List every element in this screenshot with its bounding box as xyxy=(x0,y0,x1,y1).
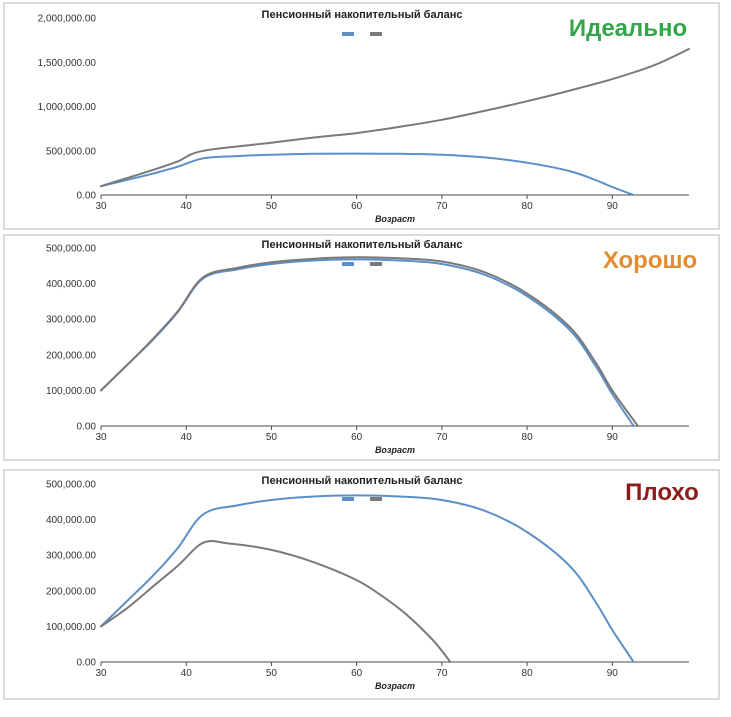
x-tick-label: 70 xyxy=(436,432,448,443)
x-tick-label: 70 xyxy=(436,668,448,679)
series-layer xyxy=(100,494,635,663)
x-tick-label: 30 xyxy=(95,432,107,443)
x-tick-label: 40 xyxy=(181,201,193,212)
series-line-gray xyxy=(100,48,690,188)
x-tick-label: 40 xyxy=(181,668,193,679)
y-tick-label: 500,000.00 xyxy=(46,480,96,491)
x-tick-label: 30 xyxy=(95,668,107,679)
y-tick-label: 200,000.00 xyxy=(46,350,96,361)
series-line-blue xyxy=(100,494,635,663)
x-axis: 30 40 50 60 70 80 90 xyxy=(95,661,689,679)
x-tick-label: 60 xyxy=(351,668,363,679)
y-tick-label: 400,000.00 xyxy=(46,515,96,526)
y-tick-label: 100,000.00 xyxy=(46,386,96,397)
chart-title: Пенсионный накопительный баланс xyxy=(262,475,463,487)
y-tick-label: 500,000.00 xyxy=(46,146,96,157)
x-tick-label: 80 xyxy=(522,432,534,443)
x-tick-label: 90 xyxy=(607,432,619,443)
chart-frame xyxy=(3,234,720,461)
y-tick-label: 400,000.00 xyxy=(46,279,96,290)
x-axis: 30 40 50 60 70 80 90 xyxy=(95,194,689,212)
y-tick-label: 2,000,000.00 xyxy=(38,14,97,25)
x-tick-label: 50 xyxy=(266,668,278,679)
chart-panel-2: Пенсионный накопительный баланс Хорошо 0… xyxy=(3,234,720,461)
x-tick-label: 90 xyxy=(607,668,619,679)
chart-title: Пенсионный накопительный баланс xyxy=(262,9,463,21)
y-tick-label: 200,000.00 xyxy=(46,586,96,597)
x-tick-label: 80 xyxy=(522,201,534,212)
series-layer xyxy=(100,256,639,427)
series-line-blue xyxy=(100,152,635,196)
y-tick-label: 1,500,000.00 xyxy=(38,58,97,69)
y-tick-label: 0.00 xyxy=(77,191,97,202)
x-axis-title: Возраст xyxy=(375,214,415,224)
x-tick-label: 90 xyxy=(607,201,619,212)
chart-panel-1: Пенсионный накопительный баланс Идеально… xyxy=(3,2,720,230)
y-tick-label: 100,000.00 xyxy=(46,622,96,633)
y-axis: 0.00 100,000.00 200,000.00 300,000.00 400,00… xyxy=(46,480,96,669)
y-tick-label: 0.00 xyxy=(77,422,97,433)
y-axis: 0.00 100,000.00 200,000.00 300,000.00 400,00… xyxy=(46,244,96,433)
y-tick-label: 1,000,000.00 xyxy=(38,102,97,113)
series-line-gray xyxy=(100,540,452,663)
y-tick-label: 300,000.00 xyxy=(46,551,96,562)
x-tick-label: 60 xyxy=(351,432,363,443)
x-tick-label: 50 xyxy=(266,201,278,212)
verdict-label: Идеально xyxy=(569,15,687,42)
series-line-gray xyxy=(100,256,639,427)
x-axis: 30 40 50 60 70 80 90 xyxy=(95,425,689,443)
y-tick-label: 0.00 xyxy=(77,658,97,669)
series-layer xyxy=(100,48,690,196)
x-axis-title: Возраст xyxy=(375,681,415,691)
x-axis-title: Возраст xyxy=(375,445,415,455)
verdict-label: Плохо xyxy=(625,479,699,506)
x-tick-label: 40 xyxy=(181,432,193,443)
x-tick-label: 60 xyxy=(351,201,363,212)
x-tick-label: 80 xyxy=(522,668,534,679)
chart-frame xyxy=(3,2,720,230)
x-tick-label: 50 xyxy=(266,432,278,443)
x-tick-label: 70 xyxy=(436,201,448,212)
verdict-label: Хорошо xyxy=(603,247,697,274)
chart-frame xyxy=(3,469,720,700)
y-tick-label: 300,000.00 xyxy=(46,315,96,326)
x-tick-label: 30 xyxy=(95,201,107,212)
chart-panel-3: Пенсионный накопительный баланс Плохо 0.… xyxy=(3,469,720,700)
y-tick-label: 500,000.00 xyxy=(46,244,96,255)
chart-title: Пенсионный накопительный баланс xyxy=(262,239,463,251)
y-axis: 0.00 500,000.00 1,000,000.00 1,500,000.00 2,… xyxy=(38,14,97,202)
